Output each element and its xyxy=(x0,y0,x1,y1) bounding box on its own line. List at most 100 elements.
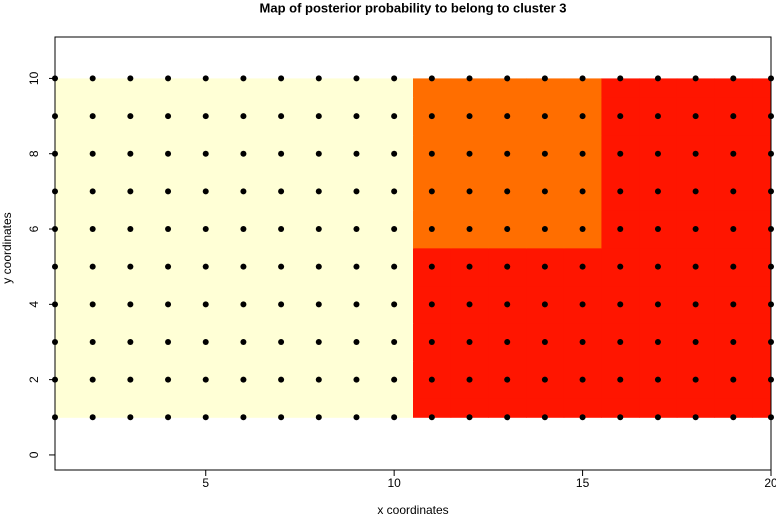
grid-point xyxy=(202,376,209,383)
grid-point xyxy=(165,75,172,82)
grid-point xyxy=(315,414,322,421)
grid-point xyxy=(692,150,699,157)
grid-point xyxy=(654,414,661,421)
grid-point xyxy=(202,338,209,345)
grid-point xyxy=(89,188,96,195)
grid-point xyxy=(504,75,511,82)
grid-point xyxy=(541,188,548,195)
probability-cell xyxy=(55,247,75,287)
grid-point xyxy=(466,150,473,157)
grid-point xyxy=(654,226,661,233)
probability-cell xyxy=(450,78,489,98)
grid-point xyxy=(428,188,435,195)
probability-cell xyxy=(450,398,489,418)
grid-point xyxy=(202,150,209,157)
probability-cell xyxy=(337,78,376,98)
grid-point xyxy=(504,414,511,421)
grid-point xyxy=(353,75,360,82)
grid-point xyxy=(165,226,172,233)
grid-point xyxy=(278,113,285,120)
grid-point xyxy=(315,301,322,308)
probability-cell xyxy=(752,210,772,249)
y-tick-label: 2 xyxy=(27,376,41,383)
grid-point xyxy=(579,376,586,383)
grid-point xyxy=(541,263,548,270)
probability-cell xyxy=(73,398,113,418)
grid-point xyxy=(428,75,435,82)
y-tick-label: 6 xyxy=(27,225,41,232)
grid-point xyxy=(617,376,624,383)
grid-point xyxy=(127,226,134,233)
grid-point xyxy=(730,301,737,308)
grid-point xyxy=(278,226,285,233)
grid-point xyxy=(89,338,96,345)
grid-point xyxy=(89,226,96,233)
probability-cell xyxy=(299,78,339,98)
grid-point xyxy=(89,263,96,270)
grid-point xyxy=(240,376,247,383)
grid-point xyxy=(730,414,737,421)
grid-point xyxy=(579,226,586,233)
grid-point xyxy=(541,150,548,157)
grid-point xyxy=(579,263,586,270)
grid-point xyxy=(315,338,322,345)
grid-point xyxy=(466,113,473,120)
grid-point xyxy=(127,301,134,308)
probability-cell xyxy=(639,78,678,98)
probability-cell xyxy=(186,398,226,418)
grid-point xyxy=(353,376,360,383)
grid-point xyxy=(240,113,247,120)
plot-frame xyxy=(54,36,772,471)
grid-point xyxy=(692,376,699,383)
grid-point xyxy=(165,263,172,270)
grid-point xyxy=(428,263,435,270)
grid-point xyxy=(730,75,737,82)
grid-point xyxy=(353,338,360,345)
grid-point xyxy=(165,376,172,383)
grid-point xyxy=(391,188,398,195)
grid-point xyxy=(654,338,661,345)
grid-point xyxy=(617,414,624,421)
probability-cell xyxy=(55,323,75,362)
probability-cell xyxy=(224,398,263,418)
grid-point xyxy=(127,188,134,195)
x-tick-label: 15 xyxy=(576,476,590,490)
probability-cell xyxy=(337,398,376,418)
probability-cell xyxy=(752,323,772,362)
grid-point xyxy=(579,113,586,120)
grid-point xyxy=(466,301,473,308)
grid-point xyxy=(692,414,699,421)
grid-point xyxy=(391,338,398,345)
grid-point xyxy=(466,376,473,383)
grid-point xyxy=(202,226,209,233)
grid-point xyxy=(240,301,247,308)
grid-point xyxy=(315,150,322,157)
grid-point xyxy=(692,263,699,270)
grid-point xyxy=(278,301,285,308)
probability-cell xyxy=(149,398,188,418)
grid-point xyxy=(127,150,134,157)
grid-point xyxy=(202,414,209,421)
probability-cell xyxy=(55,210,75,249)
grid-point xyxy=(466,414,473,421)
probability-cell xyxy=(752,134,772,174)
grid-point xyxy=(315,188,322,195)
grid-point xyxy=(730,263,737,270)
probability-cell xyxy=(488,398,527,418)
probability-cell xyxy=(111,78,150,98)
probability-cell xyxy=(714,78,753,98)
grid-point xyxy=(89,376,96,383)
grid-point xyxy=(391,226,398,233)
probability-cell xyxy=(752,285,772,324)
grid-point xyxy=(391,75,398,82)
grid-point xyxy=(654,113,661,120)
grid-point xyxy=(654,150,661,157)
grid-point xyxy=(654,75,661,82)
grid-point xyxy=(466,338,473,345)
grid-point xyxy=(579,414,586,421)
grid-point xyxy=(240,150,247,157)
grid-point xyxy=(202,301,209,308)
grid-point xyxy=(202,263,209,270)
probability-cell xyxy=(413,78,452,98)
